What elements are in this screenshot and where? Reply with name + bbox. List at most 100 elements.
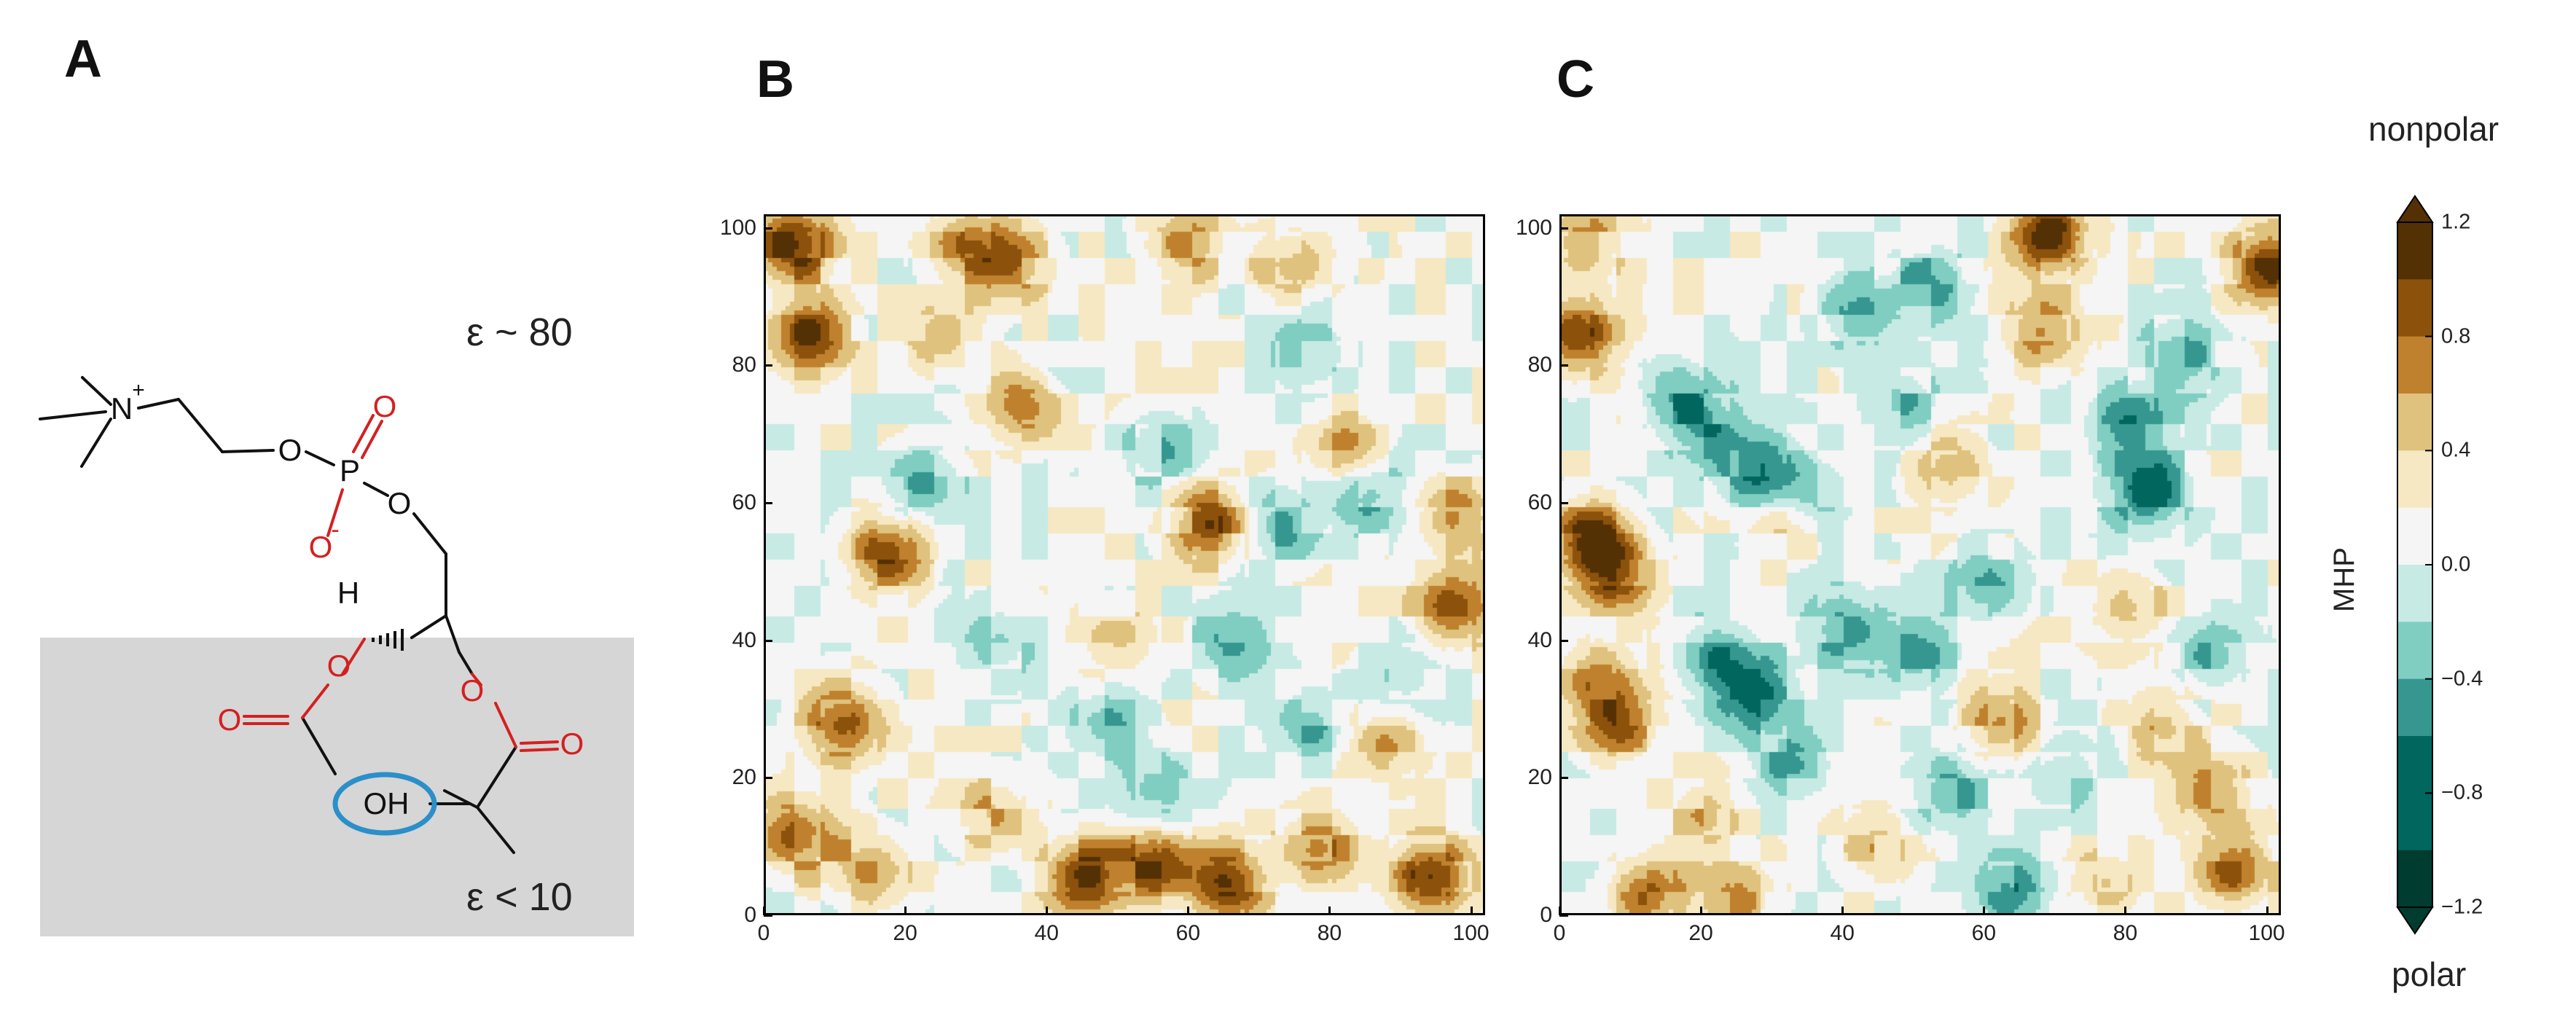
heatmap-b-x-tick-label: 20 (893, 921, 917, 945)
heatmap-c-x-tick-label: 40 (1830, 921, 1855, 945)
panel-label-a: A (64, 30, 102, 88)
heatmap-c (1559, 214, 2281, 915)
heatmap-b-y-tick-mark (764, 364, 772, 367)
colorbar-segment (2397, 850, 2432, 908)
heatmap-b-y-tick-label: 100 (719, 215, 756, 240)
colorbar-tick-label: 0.0 (2441, 552, 2471, 576)
hydroxyl-label: OH (364, 786, 410, 821)
heatmap-c-y-tick-mark (1559, 915, 1568, 917)
membrane-region (40, 638, 634, 936)
bond-lines (39, 376, 517, 854)
heatmap-c-y-tick-mark (1559, 502, 1568, 505)
heatmap-b-x-tick-label: 60 (1175, 921, 1201, 945)
heatmap-c-x-tick-mark (1559, 907, 1561, 915)
heatmap-b-x-tick-mark (1470, 907, 1473, 915)
colorbar-tick-label: −1.2 (2441, 895, 2483, 919)
colorbar-segment (2397, 622, 2432, 680)
heatmap-b-y-tick-mark (764, 502, 772, 505)
atom-o-double: O (373, 389, 397, 423)
hydroxyl-highlight-ring (332, 772, 437, 836)
heatmap-b-y-tick-mark (764, 639, 772, 642)
heatmap-b-y-tick-label: 0 (744, 903, 756, 927)
colorbar-top-label: nonpolar (2368, 110, 2499, 148)
heatmap-b-y-tick-label: 60 (732, 490, 756, 515)
panel-label-c: C (1557, 50, 1594, 109)
heatmap-b-x-tick-label: 40 (1034, 921, 1059, 945)
heatmap-c-x-tick-mark (1983, 907, 1986, 915)
heatmap-c-x-tick-mark (1841, 907, 1844, 915)
stereo-hash-bond (372, 629, 404, 651)
heatmap-b-x-tick-label: 80 (1317, 921, 1342, 945)
heatmap-b-y-tick-mark (764, 777, 772, 780)
atom-o-ether-2: O (388, 486, 412, 520)
heatmap-c-y-tick-mark (1559, 777, 1568, 780)
colorbar-segment (2397, 678, 2432, 737)
heatmap-c-y-tick-mark (1559, 639, 1568, 642)
heatmap-c-x-tick-mark (2124, 907, 2127, 915)
heatmap-c-y-tick-label: 60 (1527, 490, 1552, 515)
heatmap-b-x-tick-mark (1328, 907, 1331, 915)
atom-o-ether-1: O (278, 433, 302, 467)
heatmap-c-x-tick-mark (2266, 907, 2268, 915)
heatmap-c-x-tick-label: 0 (1553, 921, 1566, 945)
heatmap-b-x-tick-label: 0 (757, 921, 770, 945)
colorbar-segment (2397, 222, 2432, 280)
colorbar-extend-top (2396, 195, 2434, 223)
heatmap-b-y-tick-label: 20 (732, 765, 756, 790)
atom-n: N (111, 391, 133, 426)
heatmap-c-y-tick-mark (1559, 227, 1568, 230)
heatmap-c-y-tick-label: 40 (1527, 627, 1552, 652)
colorbar-segment (2397, 736, 2432, 794)
heatmap-b-x-tick-mark (1046, 907, 1049, 915)
heatmap-b-frame (764, 214, 1485, 915)
heatmap-c-y-tick-label: 20 (1527, 765, 1552, 790)
colorbar-segment (2397, 565, 2432, 622)
heatmap-c-x-tick-label: 80 (2113, 921, 2138, 945)
atom-n-charge: + (132, 378, 145, 402)
heatmap-b-x-tick-label: 100 (1452, 921, 1489, 945)
colorbar-tick-label: 0.8 (2441, 324, 2471, 348)
epsilon-bottom-label: ε < 10 (466, 875, 573, 919)
heatmap-b-y-tick-mark (764, 915, 772, 917)
heatmap-c-frame (1559, 214, 2281, 915)
atom-o-minus: O (309, 530, 333, 564)
heatmap-c-y-tick-label: 0 (1540, 903, 1552, 927)
heatmap-c-y-tick-label: 80 (1527, 353, 1552, 377)
heatmap-c-y-tick-label: 100 (1515, 215, 1552, 240)
colorbar-bottom-label: polar (2392, 955, 2467, 993)
atom-o-charge: - (331, 516, 339, 544)
colorbar-tick-label: 1.2 (2441, 210, 2471, 234)
ester-bonds (243, 414, 559, 752)
heatmap-c-x-tick-mark (1700, 907, 1703, 915)
atom-o-ester-4: O (560, 727, 584, 761)
colorbar-tick-label: −0.8 (2441, 780, 2483, 804)
heatmap-b-y-tick-mark (764, 227, 772, 230)
atom-o-ester-2: O (218, 702, 242, 737)
heatmap-c-y-tick-mark (1559, 364, 1568, 367)
atom-h: H (337, 576, 359, 610)
heatmap-c-x-tick-label: 100 (2248, 921, 2285, 945)
colorbar-extend-bottom (2396, 907, 2434, 935)
colorbar-tick-label: 0.4 (2441, 438, 2471, 462)
heatmap-b-x-tick-mark (1187, 907, 1190, 915)
atom-p: P (340, 453, 360, 488)
heatmap-b-y-tick-label: 80 (732, 353, 756, 377)
heatmap-c-canvas (1559, 214, 2281, 915)
colorbar-segment (2397, 336, 2432, 394)
heatmap-c-x-tick-label: 20 (1688, 921, 1713, 945)
colorbar-segment (2397, 793, 2432, 851)
colorbar (2396, 195, 2434, 935)
colorbar-segment (2397, 394, 2432, 451)
colorbar-segment (2397, 507, 2432, 565)
heatmap-b-x-tick-mark (904, 907, 907, 915)
colorbar-tick-label: −0.4 (2441, 667, 2483, 691)
atom-o-ester-3: O (461, 673, 485, 708)
colorbar-segment (2397, 450, 2432, 509)
molecule-diagram: N + P H O O O O - O O O O OH (39, 376, 634, 936)
atom-o-ester-1: O (327, 649, 351, 683)
heatmap-b-x-tick-mark (763, 907, 765, 915)
heatmap-b-canvas (764, 214, 1485, 915)
heatmap-c-x-tick-label: 60 (1971, 921, 1997, 945)
colorbar-segment (2397, 279, 2432, 337)
epsilon-top-label: ε ~ 80 (466, 310, 573, 354)
